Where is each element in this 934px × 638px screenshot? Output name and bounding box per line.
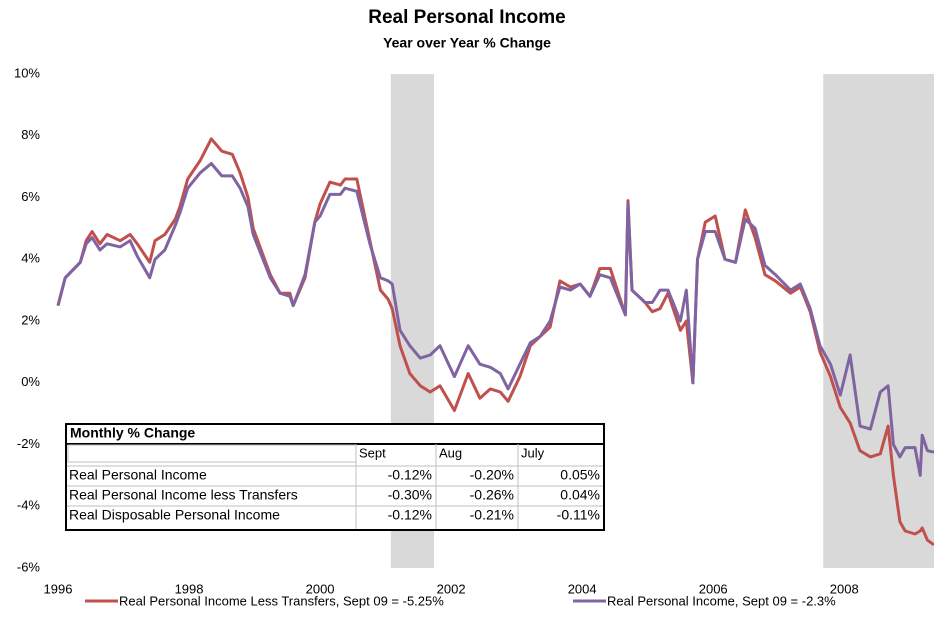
table-title: Monthly % Change: [70, 425, 195, 441]
x-tick-label: 2004: [568, 581, 597, 596]
x-tick-label: 2002: [437, 581, 466, 596]
table-cell: -0.26%: [470, 487, 514, 503]
y-tick-label: -2%: [17, 436, 41, 451]
legend-label: Real Personal Income Less Transfers, Sep…: [119, 593, 444, 608]
y-tick-label: 2%: [21, 312, 40, 327]
x-tick-label: 2008: [830, 581, 859, 596]
y-tick-label: -4%: [17, 498, 41, 513]
table-cell: -0.21%: [470, 507, 514, 523]
y-tick-label: 0%: [21, 374, 40, 389]
legend-label: Real Personal Income, Sept 09 = -2.3%: [607, 593, 836, 608]
table-row-label: Real Personal Income: [69, 467, 207, 483]
table-cell: 0.05%: [560, 467, 600, 483]
table-column-header: Aug: [439, 445, 462, 460]
table-column-header: July: [521, 445, 545, 460]
chart-subtitle: Year over Year % Change: [383, 35, 551, 51]
shaded-region: [823, 74, 934, 568]
table-row-label: Real Personal Income less Transfers: [69, 487, 298, 503]
x-tick-label: 2006: [699, 581, 728, 596]
y-tick-label: -6%: [17, 559, 41, 574]
series-line: [56, 162, 934, 477]
chart-title: Real Personal Income: [368, 7, 565, 28]
table-bg: [66, 424, 604, 530]
y-tick-label: 10%: [14, 65, 40, 80]
x-tick-label: 2000: [306, 581, 335, 596]
y-tick-label: 8%: [21, 127, 40, 142]
table-cell: -0.11%: [557, 507, 600, 523]
y-tick-label: 6%: [21, 189, 40, 204]
table-cell: -0.12%: [388, 467, 432, 483]
x-tick-label: 1998: [175, 581, 204, 596]
table-cell: -0.30%: [388, 487, 432, 503]
table-row-label: Real Disposable Personal Income: [69, 507, 280, 523]
table-border: [65, 423, 605, 531]
y-tick-label: 4%: [21, 251, 40, 266]
table-cell: 0.04%: [560, 487, 600, 503]
table-cell: -0.12%: [388, 507, 432, 523]
x-tick-label: 1996: [44, 581, 73, 596]
table-cell: -0.20%: [470, 467, 514, 483]
table-column-header: Sept: [359, 445, 386, 460]
